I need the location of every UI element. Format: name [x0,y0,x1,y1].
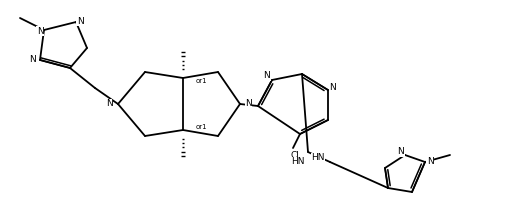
Text: N: N [30,56,36,64]
Text: N: N [36,26,43,36]
Text: N: N [245,99,252,109]
Text: Cl: Cl [290,151,299,161]
Text: N: N [329,83,336,92]
Text: HN: HN [291,157,305,166]
Text: or1: or1 [195,78,207,84]
Text: HN: HN [311,154,325,162]
Text: N: N [398,147,404,156]
Text: N: N [77,16,83,26]
Text: N: N [427,156,433,166]
Text: N: N [263,72,270,80]
Text: or1: or1 [195,124,207,130]
Text: N: N [106,99,113,109]
